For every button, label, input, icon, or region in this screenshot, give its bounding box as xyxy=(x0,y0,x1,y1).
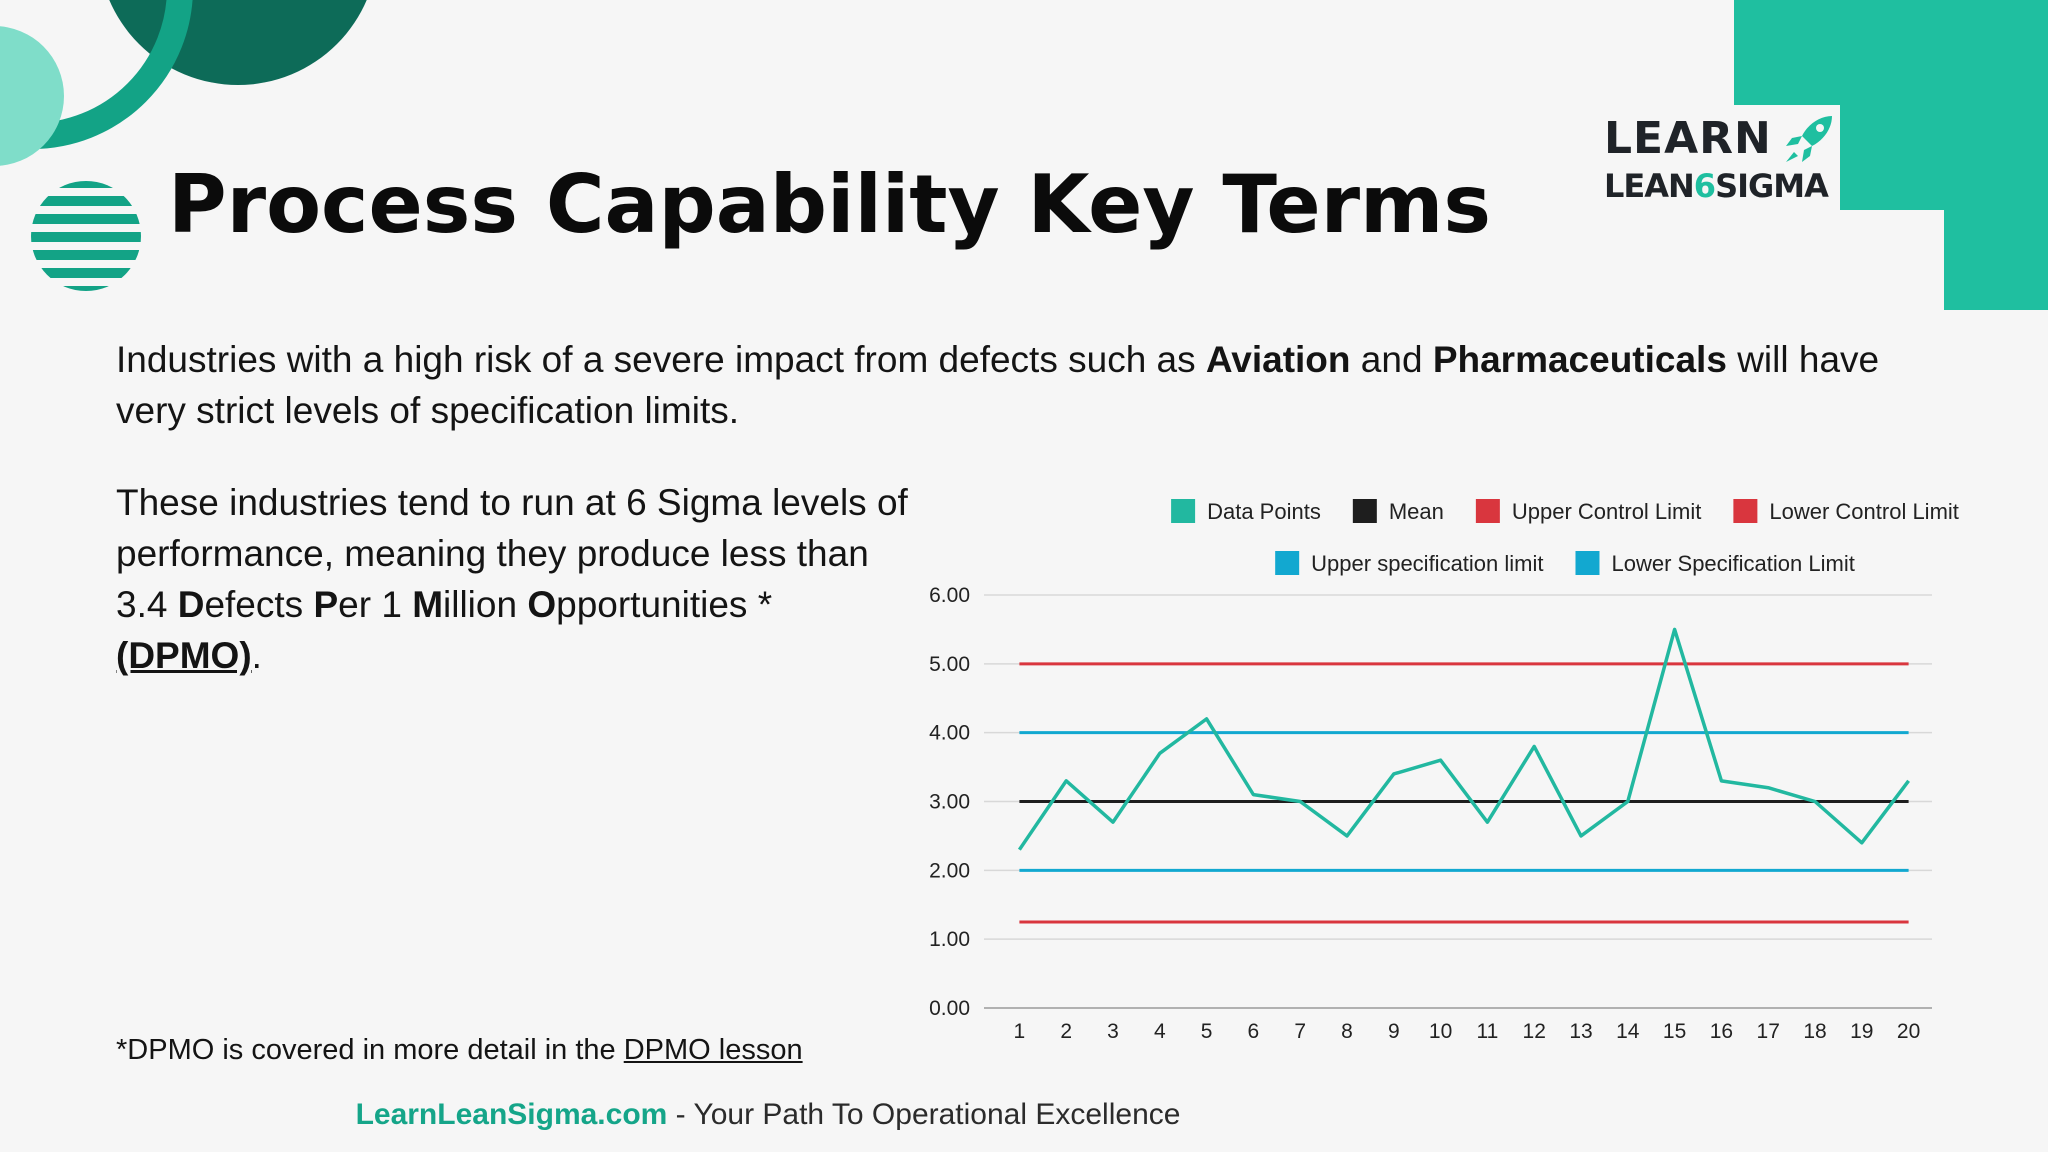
intro-text-3: will have very strict levels of specific… xyxy=(116,339,1880,431)
para-text-er: er 1 xyxy=(338,584,413,625)
x-tick-label: 10 xyxy=(1429,1020,1452,1043)
corner-block-right xyxy=(1944,105,2048,310)
logo-learn: LEARN xyxy=(1604,113,1772,164)
x-tick-label: 14 xyxy=(1616,1020,1640,1043)
para-text-illion: illion xyxy=(443,584,528,625)
x-tick-label: 19 xyxy=(1850,1020,1873,1043)
sigma-paragraph: These industries tend to run at 6 Sigma … xyxy=(116,477,916,681)
logo-line-1: LEARN xyxy=(1604,112,1838,166)
para-bold-d: D xyxy=(177,584,205,625)
para-text-1: These industries tend to run at 6 Sigma … xyxy=(116,482,908,625)
y-tick-label: 3.00 xyxy=(929,791,970,814)
x-tick-label: 5 xyxy=(1201,1020,1213,1043)
intro-text-1: Industries with a high risk of a severe … xyxy=(116,339,1206,380)
chart-series xyxy=(1017,627,1910,924)
legend-label-lower-specification-limit: Lower Specification Limit xyxy=(1611,551,1854,576)
corner-block-middle xyxy=(1840,105,1944,210)
intro-paragraph: Industries with a high risk of a severe … xyxy=(116,334,1916,436)
site-link[interactable]: LearnLeanSigma.com xyxy=(355,1098,668,1131)
x-tick-label: 2 xyxy=(1060,1020,1072,1043)
legend-label-mean: Mean xyxy=(1389,499,1444,524)
x-tick-label: 9 xyxy=(1388,1020,1400,1043)
para-bold-m: M xyxy=(412,584,444,625)
light-circle-decoration xyxy=(0,26,64,166)
y-tick-label: 0.00 xyxy=(929,997,970,1020)
page-title: Process Capability Key Terms xyxy=(168,158,1492,251)
legend-label-upper-specification-limit: Upper specification limit xyxy=(1311,551,1543,576)
legend-swatch-upper-control-limit xyxy=(1475,499,1500,523)
x-tick-label: 20 xyxy=(1897,1020,1920,1043)
x-tick-label: 18 xyxy=(1803,1020,1826,1043)
legend-label-upper-control-limit: Upper Control Limit xyxy=(1512,499,1702,524)
corner-block-top xyxy=(1734,0,2048,105)
tagline: - Your Path To Operational Excellence xyxy=(667,1098,1181,1131)
x-tick-label: 12 xyxy=(1523,1020,1546,1043)
x-tick-label: 4 xyxy=(1154,1020,1166,1043)
dpmo-lesson-link[interactable]: DPMO lesson xyxy=(623,1034,803,1066)
x-tick-label: 17 xyxy=(1757,1020,1780,1043)
y-tick-label: 6.00 xyxy=(929,584,970,607)
logo-six: 6 xyxy=(1693,167,1716,205)
legend-label-lower-control-limit: Lower Control Limit xyxy=(1769,499,1959,524)
logo-lean: LEAN xyxy=(1604,167,1695,205)
x-tick-label: 6 xyxy=(1248,1020,1260,1043)
chart-legend: Data Points Mean Upper Control Limit Lower … xyxy=(1171,499,1959,576)
logo-line-2: LEAN6SIGMA xyxy=(1604,166,1838,206)
intro-bold-aviation: Aviation xyxy=(1205,339,1351,380)
rocket-icon xyxy=(1785,116,1832,162)
brand-footer: LearnLeanSigma.com - Your Path To Operat… xyxy=(0,1098,1536,1132)
control-chart: Data Points Mean Upper Control Limit Lower … xyxy=(929,499,1959,1043)
striped-circle-icon xyxy=(31,181,141,291)
intro-bold-pharmaceuticals: Pharmaceuticals xyxy=(1432,339,1727,380)
para-bold-o: O xyxy=(527,584,557,625)
data-points-line xyxy=(1017,627,1910,851)
x-tick-label: 3 xyxy=(1107,1020,1119,1043)
x-tick-label: 16 xyxy=(1710,1020,1733,1043)
x-tick-label: 15 xyxy=(1663,1020,1686,1043)
footnote-text: *DPMO is covered in more detail in the xyxy=(116,1034,624,1066)
footnote: *DPMO is covered in more detail in the D… xyxy=(116,1034,803,1067)
y-axis-ticks: 0.00 1.00 2.00 3.00 4.00 5.00 6.00 xyxy=(929,584,970,1020)
x-tick-label: 1 xyxy=(1014,1020,1026,1043)
para-text-efects: efects xyxy=(204,584,314,625)
para-text-pportunities: pportunities * xyxy=(556,584,773,625)
brand-logo[interactable]: LEARN LEAN6SIGMA xyxy=(1604,112,1838,206)
para-text-end: . xyxy=(251,635,262,676)
y-tick-label: 2.00 xyxy=(929,859,970,882)
y-tick-label: 1.00 xyxy=(929,928,970,951)
legend-swatch-mean xyxy=(1352,499,1377,523)
x-axis-ticks: 1 2 3 4 5 6 7 8 9 10 11 12 13 14 15 16 17 18 19 20 xyxy=(1014,1020,1921,1043)
legend-swatch-lower-control-limit xyxy=(1733,499,1758,523)
legend-label-data-points: Data Points xyxy=(1207,499,1321,524)
logo-sigma: SIGMA xyxy=(1715,167,1829,205)
legend-swatch-upper-specification-limit xyxy=(1275,551,1300,575)
x-tick-label: 11 xyxy=(1476,1020,1498,1043)
x-tick-label: 8 xyxy=(1341,1020,1353,1043)
intro-text-2: and xyxy=(1350,339,1433,380)
x-tick-label: 13 xyxy=(1569,1020,1592,1043)
x-tick-label: 7 xyxy=(1294,1020,1306,1043)
legend-swatch-lower-specification-limit xyxy=(1575,551,1600,575)
dpmo-link[interactable]: (DPMO) xyxy=(116,635,252,676)
y-tick-label: 4.00 xyxy=(929,722,970,745)
legend-swatch-data-points xyxy=(1171,499,1196,523)
y-tick-label: 5.00 xyxy=(929,653,970,676)
para-bold-p: P xyxy=(313,584,339,625)
